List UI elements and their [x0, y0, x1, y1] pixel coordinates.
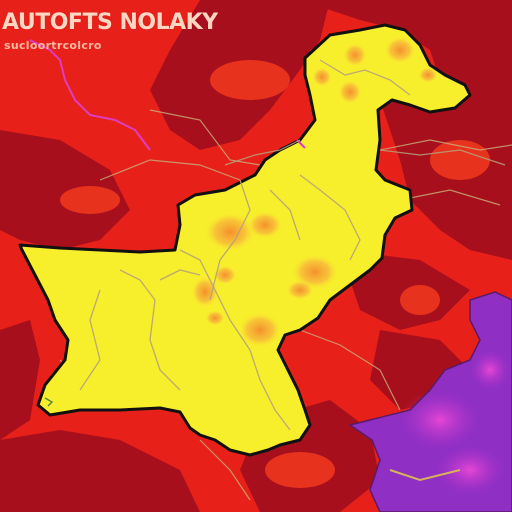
- map-subtitle: sucloortrcolcro: [4, 39, 102, 52]
- map-title: AUTOFTS NOLAKY: [2, 10, 218, 35]
- internal-roads: [79, 59, 411, 431]
- hotspots: [191, 36, 438, 348]
- border-line-magenta: [29, 39, 151, 151]
- neighbor-region-southeast: [348, 291, 512, 512]
- country-central: [18, 23, 472, 457]
- border-roads-east: [224, 139, 506, 166]
- terrain-highlights: [60, 60, 490, 488]
- small-marker-2: [44, 397, 54, 407]
